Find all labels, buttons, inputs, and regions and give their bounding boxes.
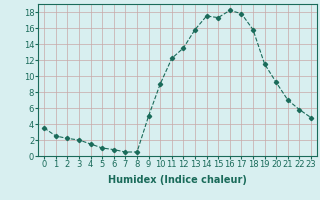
X-axis label: Humidex (Indice chaleur): Humidex (Indice chaleur) xyxy=(108,175,247,185)
